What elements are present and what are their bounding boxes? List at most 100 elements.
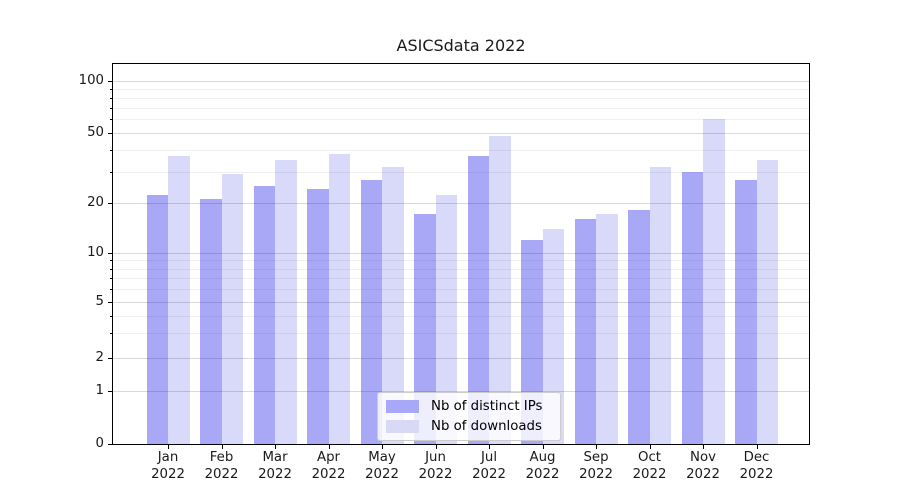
- plot-area: [113, 63, 809, 444]
- gridline-minor-8: [113, 268, 809, 270]
- y-tick-1: [108, 390, 113, 392]
- gridline-minor-3: [113, 332, 809, 334]
- x-tick-label-sep: Sep 2022: [579, 450, 613, 482]
- y-tick-label-0: 0: [95, 436, 104, 451]
- top-spine: [112, 63, 810, 64]
- x-tick-dec: [756, 445, 758, 449]
- gridline-major-100: [113, 81, 809, 82]
- y-tick-label-5: 5: [95, 294, 104, 309]
- x-tick-jan: [168, 445, 169, 449]
- x-tick-label-mar: Mar 2022: [258, 450, 292, 482]
- bar-distinct-ips-jul: [467, 155, 489, 444]
- gridline-minor-4: [113, 315, 809, 317]
- gridline-major-10: [113, 253, 809, 254]
- gridline-minor-7: [113, 278, 809, 280]
- y-minortick-9: [110, 260, 113, 262]
- bar-downloads-jun: [435, 195, 457, 444]
- bar-downloads-jul: [489, 136, 511, 444]
- x-tick-apr: [328, 445, 330, 449]
- right-spine: [809, 63, 810, 445]
- x-tick-label-oct: Oct 2022: [632, 450, 667, 482]
- bar-downloads-apr: [328, 153, 350, 444]
- y-tick-label-100: 100: [78, 73, 104, 88]
- gridline-minor-90: [113, 88, 809, 90]
- bar-downloads-nov: [703, 119, 725, 444]
- x-tick-may: [382, 445, 383, 449]
- bar-downloads-jan: [168, 155, 190, 444]
- y-minortick-3: [110, 332, 113, 334]
- gridline-major-20: [113, 202, 809, 204]
- bar-downloads-sep: [596, 214, 618, 444]
- y-tick-20: [108, 202, 113, 204]
- gridline-minor-30: [113, 171, 809, 173]
- bar-downloads-aug: [542, 228, 564, 444]
- y-minortick-40: [110, 149, 113, 151]
- y-minortick-90: [110, 88, 113, 90]
- legend: Nb of distinct IPs Nb of downloads: [377, 392, 562, 441]
- y-tick-50: [108, 133, 113, 134]
- gridline-minor-80: [113, 97, 809, 99]
- x-tick-sep: [596, 445, 597, 449]
- x-tick-jun: [435, 445, 437, 449]
- bar-downloads-may: [382, 166, 404, 444]
- y-tick-5: [108, 302, 113, 303]
- bar-downloads-dec: [756, 160, 778, 444]
- bar-downloads-oct: [649, 166, 671, 444]
- bar-downloads-feb: [221, 174, 243, 444]
- y-minortick-80: [110, 97, 113, 99]
- y-tick-label-10: 10: [87, 245, 104, 260]
- y-tick-label-2: 2: [95, 349, 104, 365]
- x-tick-label-jan: Jan 2022: [151, 450, 185, 482]
- bar-distinct-ips-may: [360, 179, 382, 444]
- y-tick-100: [108, 81, 113, 82]
- x-tick-feb: [221, 445, 223, 449]
- gridline-minor-6: [113, 289, 809, 291]
- x-tick-label-may: May 2022: [365, 450, 399, 482]
- x-tick-jul: [489, 445, 490, 449]
- y-tick-10: [108, 253, 113, 254]
- y-tick-2: [108, 357, 113, 359]
- bottom-spine: [112, 444, 810, 445]
- gridline-major-1: [113, 390, 809, 392]
- bar-distinct-ips-dec: [735, 179, 757, 444]
- y-tick-0: [108, 444, 113, 445]
- y-minortick-4: [110, 315, 113, 317]
- legend-label-distinct-ips: Nb of distinct IPs: [431, 399, 543, 414]
- gridline-major-50: [113, 133, 809, 134]
- x-tick-label-jul: Jul 2022: [472, 450, 506, 482]
- x-tick-label-apr: Apr 2022: [311, 450, 346, 482]
- legend-swatch-distinct-ips-icon: [386, 400, 419, 413]
- x-tick-label-feb: Feb 2022: [204, 450, 239, 482]
- bar-distinct-ips-apr: [307, 188, 329, 444]
- gridline-minor-60: [113, 119, 809, 121]
- y-minortick-70: [110, 107, 113, 109]
- bar-distinct-ips-sep: [574, 218, 596, 444]
- y-tick-label-1: 1: [95, 382, 104, 398]
- y-minortick-6: [110, 289, 113, 291]
- bar-distinct-ips-mar: [253, 185, 275, 444]
- y-minortick-30: [110, 171, 113, 173]
- x-tick-mar: [275, 445, 276, 449]
- bar-distinct-ips-nov: [681, 171, 703, 444]
- y-minortick-8: [110, 268, 113, 270]
- x-tick-aug: [542, 445, 544, 449]
- x-tick-label-aug: Aug 2022: [525, 450, 560, 482]
- bar-distinct-ips-feb: [200, 198, 222, 444]
- left-spine: [112, 63, 113, 445]
- gridline-minor-70: [113, 107, 809, 109]
- chart-title: ASICSdata 2022: [396, 36, 526, 55]
- gridline-major-2: [113, 357, 809, 359]
- y-tick-label-20: 20: [87, 194, 104, 210]
- x-tick-label-dec: Dec 2022: [739, 450, 774, 482]
- legend-label-downloads: Nb of downloads: [431, 419, 542, 434]
- legend-entry-downloads: Nb of downloads: [386, 419, 542, 434]
- legend-entry-distinct-ips: Nb of distinct IPs: [386, 399, 542, 414]
- bar-distinct-ips-jan: [146, 195, 168, 444]
- bar-distinct-ips-oct: [628, 210, 650, 444]
- x-tick-oct: [649, 445, 651, 449]
- y-tick-label-50: 50: [87, 125, 104, 140]
- y-minortick-7: [110, 278, 113, 280]
- bar-distinct-ips-jun: [414, 214, 436, 444]
- gridline-major-5: [113, 302, 809, 303]
